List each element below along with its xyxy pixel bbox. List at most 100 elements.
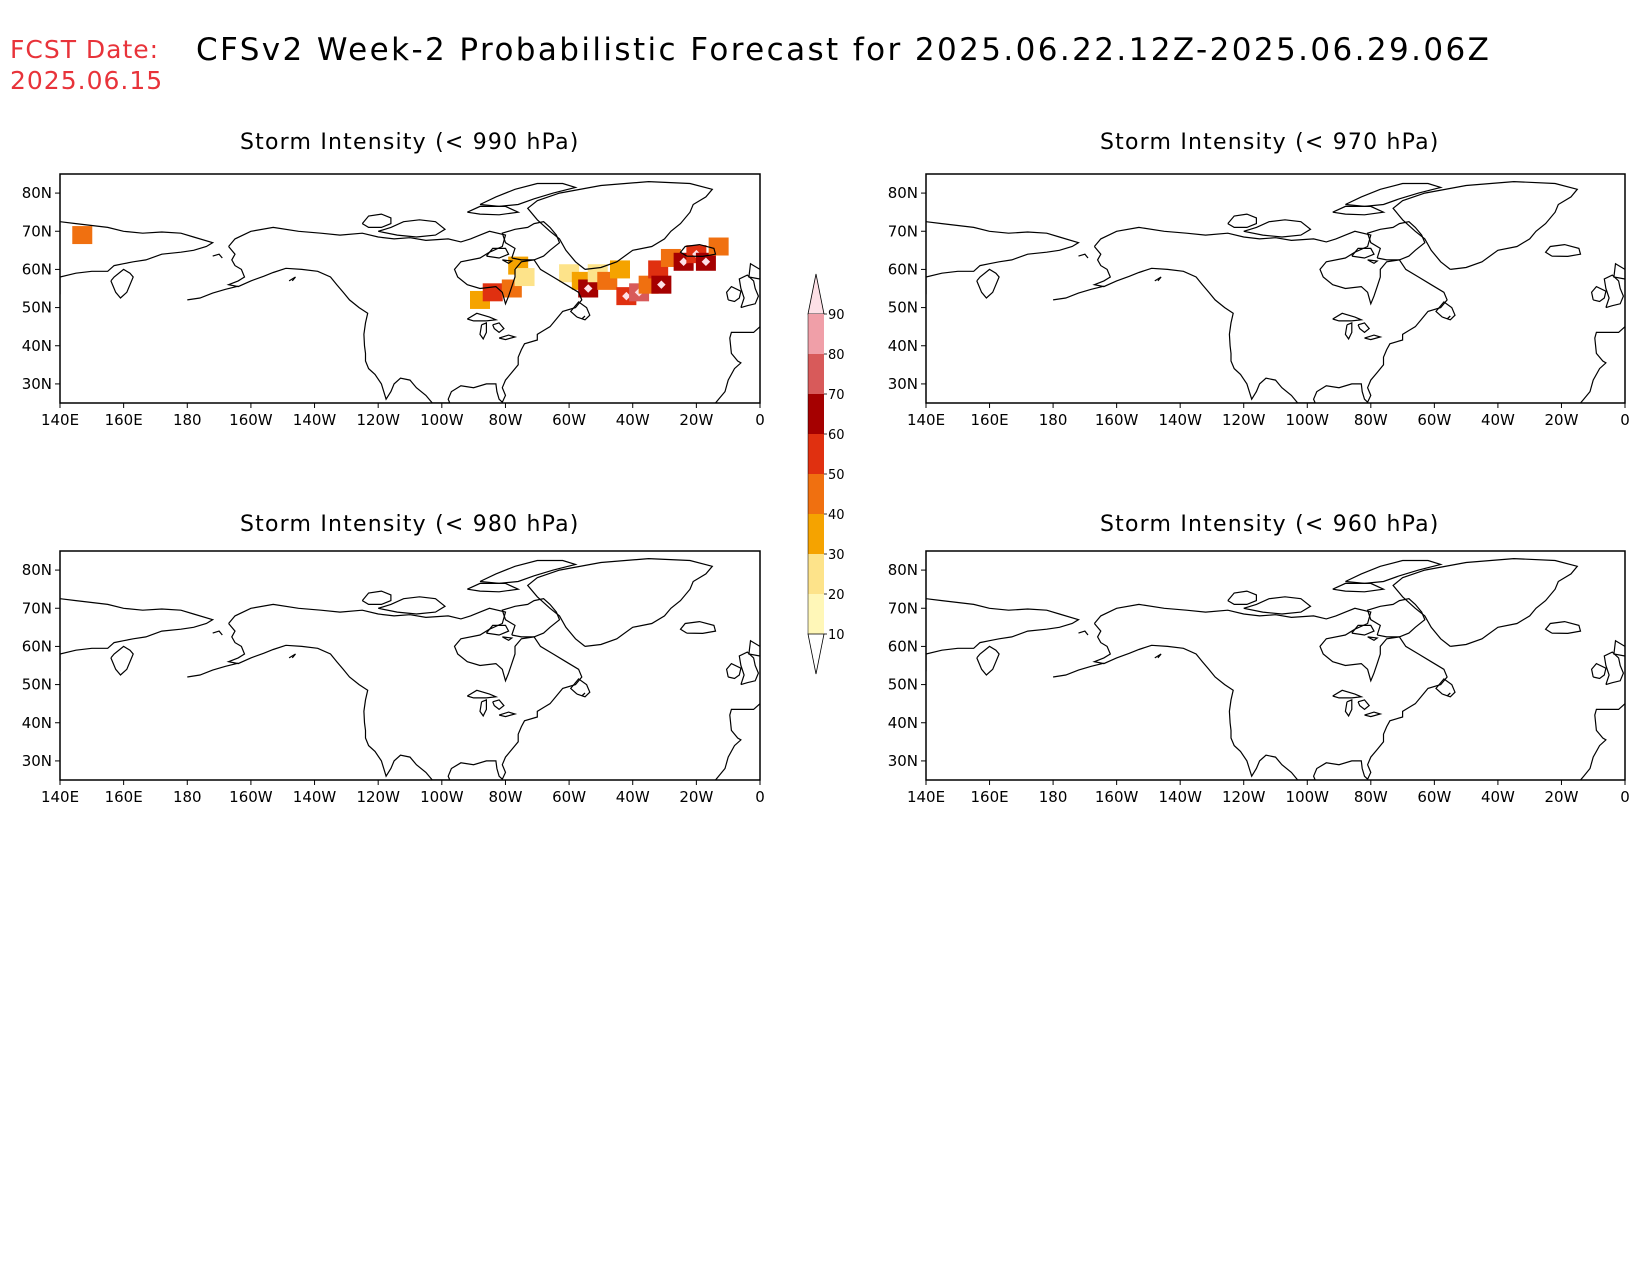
colorbar-segment <box>808 594 824 634</box>
coastline <box>1227 213 1257 228</box>
probability-peak <box>701 257 711 267</box>
coastline <box>1332 689 1364 699</box>
lon-tick-label: 140W <box>1158 788 1202 806</box>
lon-tick-label: 180 <box>1039 411 1068 429</box>
coastline <box>1344 322 1353 341</box>
lon-tick-label: 160E <box>970 411 1008 429</box>
coastline <box>479 559 578 585</box>
coastline <box>1078 253 1089 259</box>
coastline <box>1364 334 1383 341</box>
coastline <box>1580 703 1625 780</box>
coastline <box>1392 557 1579 647</box>
fcst-date: FCST Date: 2025.06.15 <box>10 34 163 96</box>
coastline <box>288 653 296 659</box>
lat-tick-label: 30N <box>888 752 918 770</box>
coastline <box>725 285 742 303</box>
coastline <box>715 326 760 403</box>
colorbar-segment <box>808 394 824 434</box>
lon-tick-label: 80W <box>1354 788 1388 806</box>
coastline <box>738 274 760 309</box>
colorbar-segment <box>808 314 824 354</box>
lat-tick-label: 70N <box>22 599 52 617</box>
coastline <box>1243 219 1312 238</box>
probability-cell <box>610 260 630 279</box>
coastline <box>498 711 518 718</box>
map-panel-p990: 140E 160E 180 160W 140W 120W 100W 80W 60W 40W 20W 0… <box>22 173 765 429</box>
map-frame <box>59 173 761 404</box>
lon-tick-label: 160E <box>105 788 143 806</box>
lon-tick-label: 100W <box>1286 788 1330 806</box>
lat-tick-label: 80N <box>22 561 52 579</box>
coastline <box>526 180 714 270</box>
coastline <box>748 262 760 280</box>
coastline <box>1345 182 1443 208</box>
lat-tick-label: 80N <box>888 561 918 579</box>
lon-tick-label: 40W <box>616 411 650 429</box>
coastline <box>1364 711 1383 718</box>
fcst-date-value: 2025.06.15 <box>10 66 164 95</box>
panel-title-990: Storm Intensity (< 990 hPa) <box>240 130 580 155</box>
map-panel-p960: 140E 160E 180 160W 140W 120W 100W 80W 60W 40W 20W 0… <box>888 550 1630 806</box>
probability-cell <box>72 226 93 245</box>
coastline <box>1092 226 1448 403</box>
lon-tick-label: 60W <box>1417 788 1451 806</box>
coastline <box>466 689 499 699</box>
page-title: CFSv2 Week-2 Probabilistic Forecast for … <box>196 32 1492 68</box>
lon-tick-label: 40W <box>1481 411 1515 429</box>
lat-tick-label: 70N <box>888 599 918 617</box>
lon-tick-label: 40W <box>1481 788 1515 806</box>
coastline <box>187 662 239 678</box>
coastline <box>288 276 296 282</box>
coastline <box>1366 598 1426 638</box>
lat-tick-label: 40N <box>888 337 918 355</box>
lon-tick-label: 120W <box>1222 411 1266 429</box>
map-panel-p980: 140E 160E 180 160W 140W 120W 100W 80W 60W 40W 20W 0… <box>22 550 765 806</box>
lon-tick-label: 60W <box>552 788 586 806</box>
lon-tick-label: 160W <box>229 411 273 429</box>
map-frame <box>925 173 1626 404</box>
lon-tick-label: 160E <box>970 788 1008 806</box>
colorbar-bottom-arrow <box>807 633 825 675</box>
lon-tick-label: 20W <box>679 411 713 429</box>
coastline <box>479 699 487 718</box>
lon-tick-label: 140W <box>293 788 337 806</box>
coastline <box>1332 312 1364 322</box>
coastline <box>569 301 591 321</box>
coastline <box>1603 274 1625 309</box>
coastline <box>581 692 586 697</box>
lat-tick-label: 50N <box>888 676 918 694</box>
coastline <box>502 259 514 265</box>
lon-tick-label: 20W <box>679 788 713 806</box>
lon-tick-label: 120W <box>356 411 400 429</box>
coastline <box>498 334 518 341</box>
coastline <box>1603 651 1625 686</box>
coastline <box>212 630 223 636</box>
probability-cell <box>482 283 503 302</box>
panel-title-970: Storm Intensity (< 970 hPa) <box>1100 130 1440 155</box>
coastline <box>361 590 392 605</box>
colorbar-label: 60 <box>828 428 845 443</box>
probability-cell <box>708 237 729 256</box>
coastline <box>976 645 1000 676</box>
lat-tick-label: 30N <box>22 375 52 393</box>
colorbar-segment <box>808 474 824 514</box>
colorbar: 90 80 70 60 50 40 30 20 10 <box>807 273 845 675</box>
lon-tick-label: 100W <box>420 411 464 429</box>
coastline <box>1154 653 1162 659</box>
coastline <box>679 243 717 258</box>
lon-tick-label: 0 <box>755 788 765 806</box>
colorbar-top-arrow <box>807 273 825 315</box>
coastline <box>110 645 134 676</box>
probability-peak <box>622 291 631 301</box>
lat-tick-label: 30N <box>888 375 918 393</box>
lon-tick-label: 160W <box>1095 411 1139 429</box>
coastline <box>738 651 760 686</box>
coastline <box>1367 636 1379 642</box>
coastline <box>187 285 239 301</box>
lon-tick-label: 60W <box>1417 411 1451 429</box>
map-panel-p970: 140E 160E 180 160W 140W 120W 100W 80W 60W 40W 20W 0… <box>888 173 1630 429</box>
coastline <box>485 624 510 636</box>
panel-title-960: Storm Intensity (< 960 hPa) <box>1100 512 1440 537</box>
lon-tick-label: 140E <box>41 411 79 429</box>
lon-tick-label: 0 <box>1620 788 1630 806</box>
